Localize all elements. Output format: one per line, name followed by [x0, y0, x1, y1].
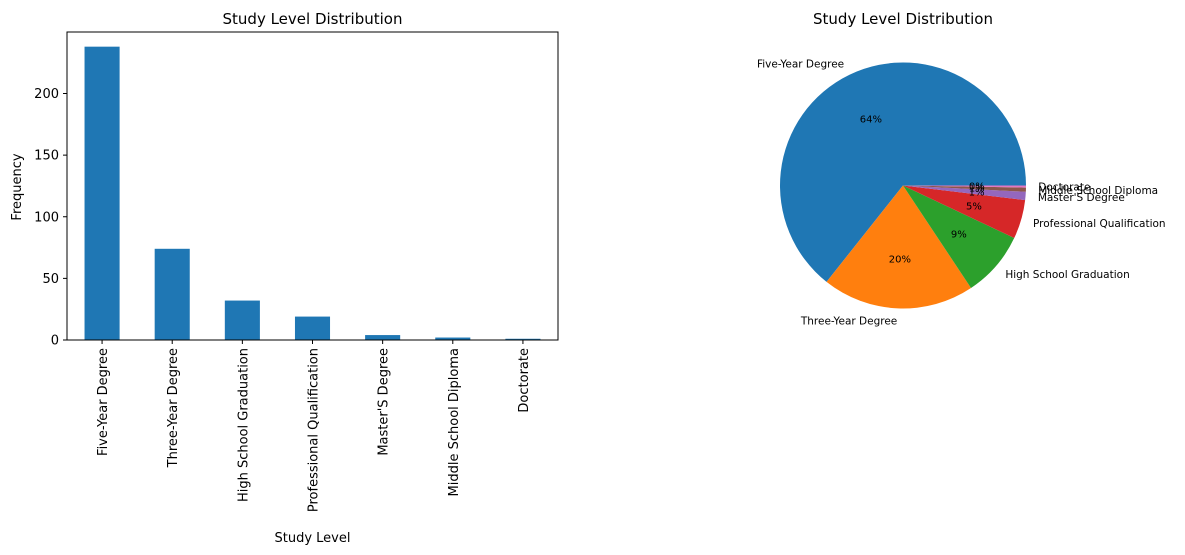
- bar-y-tick-label: 50: [42, 272, 59, 287]
- bar-x-tick-label: Three-Year Degree: [166, 348, 181, 468]
- pie-label-middle-school-diploma: Middle School Diploma: [1038, 185, 1158, 197]
- pie-slice-master-s-degree: [903, 185, 1026, 201]
- pie-percent-doctorate: 0%: [969, 182, 985, 193]
- pie-label-three-year-degree: Three-Year Degree: [800, 316, 897, 328]
- bar-three-year-degree: [154, 248, 190, 340]
- bar-y-tick-label: 0: [51, 334, 59, 349]
- bar-x-tick-label: Doctorate: [517, 348, 532, 413]
- pie-percent-professional-qualification: 5%: [966, 201, 982, 212]
- pie-slice-five-year-degree: [780, 62, 1026, 282]
- bar-y-axis-label: Frequency: [10, 153, 25, 220]
- bar-x-tick-label: Professional Qualification: [307, 348, 322, 512]
- pie-chart-title: Study Level Distribution: [813, 10, 993, 28]
- pie-percent-master-s-degree: 1%: [969, 187, 985, 198]
- pie-percent-high-school-graduation: 9%: [951, 229, 967, 240]
- pie-slice-high-school-graduation: [903, 185, 1015, 288]
- bar-chart-title: Study Level Distribution: [223, 10, 403, 28]
- pie-label-professional-qualification: Professional Qualification: [1033, 218, 1166, 230]
- pie-slice-three-year-degree: [826, 185, 972, 309]
- bar-plot-frame: [66, 31, 559, 341]
- bar-middle-school-diploma: [435, 337, 471, 340]
- bar-professional-qualification: [294, 316, 331, 340]
- pie-label-doctorate: Doctorate: [1038, 182, 1090, 194]
- bar-x-tick-label: Middle School Diploma: [447, 348, 462, 496]
- pie-percent-middle-school-diploma: 1%: [969, 184, 985, 195]
- pie-chart: Study Level Distribution Five-Year Degre…: [757, 10, 1166, 328]
- bar-y-tick-label: 100: [34, 210, 59, 225]
- pie-slice-doctorate: [903, 185, 1026, 188]
- pie-percent-five-year-degree: 64%: [860, 115, 882, 126]
- bar-x-axis-label: Study Level: [275, 531, 351, 546]
- pie-label-five-year-degree: Five-Year Degree: [757, 59, 844, 71]
- bar-doctorate: [505, 338, 541, 340]
- bar-master-s-degree: [365, 335, 401, 340]
- bar-high-school-graduation: [224, 300, 260, 340]
- bar-chart: Study Level Distribution 0 50 100 150 200 Fi…: [10, 10, 559, 546]
- pie-slice-professional-qualification: [903, 185, 1026, 239]
- bar-x-tick-label: Master'S Degree: [377, 348, 392, 456]
- bar-y-tick-label: 150: [34, 149, 59, 164]
- pie-percent-three-year-degree: 20%: [889, 255, 911, 266]
- bar-x-tick-label: High School Graduation: [236, 348, 251, 502]
- bar-y-tick-label: 200: [34, 87, 59, 102]
- pie-label-master-s-degree: Master'S Degree: [1038, 192, 1125, 204]
- pie-slice-middle-school-diploma: [903, 185, 1026, 192]
- bar-x-tick-label: Five-Year Degree: [96, 348, 111, 456]
- pie-label-high-school-graduation: High School Graduation: [1005, 269, 1129, 281]
- bar-five-year-degree: [84, 46, 120, 341]
